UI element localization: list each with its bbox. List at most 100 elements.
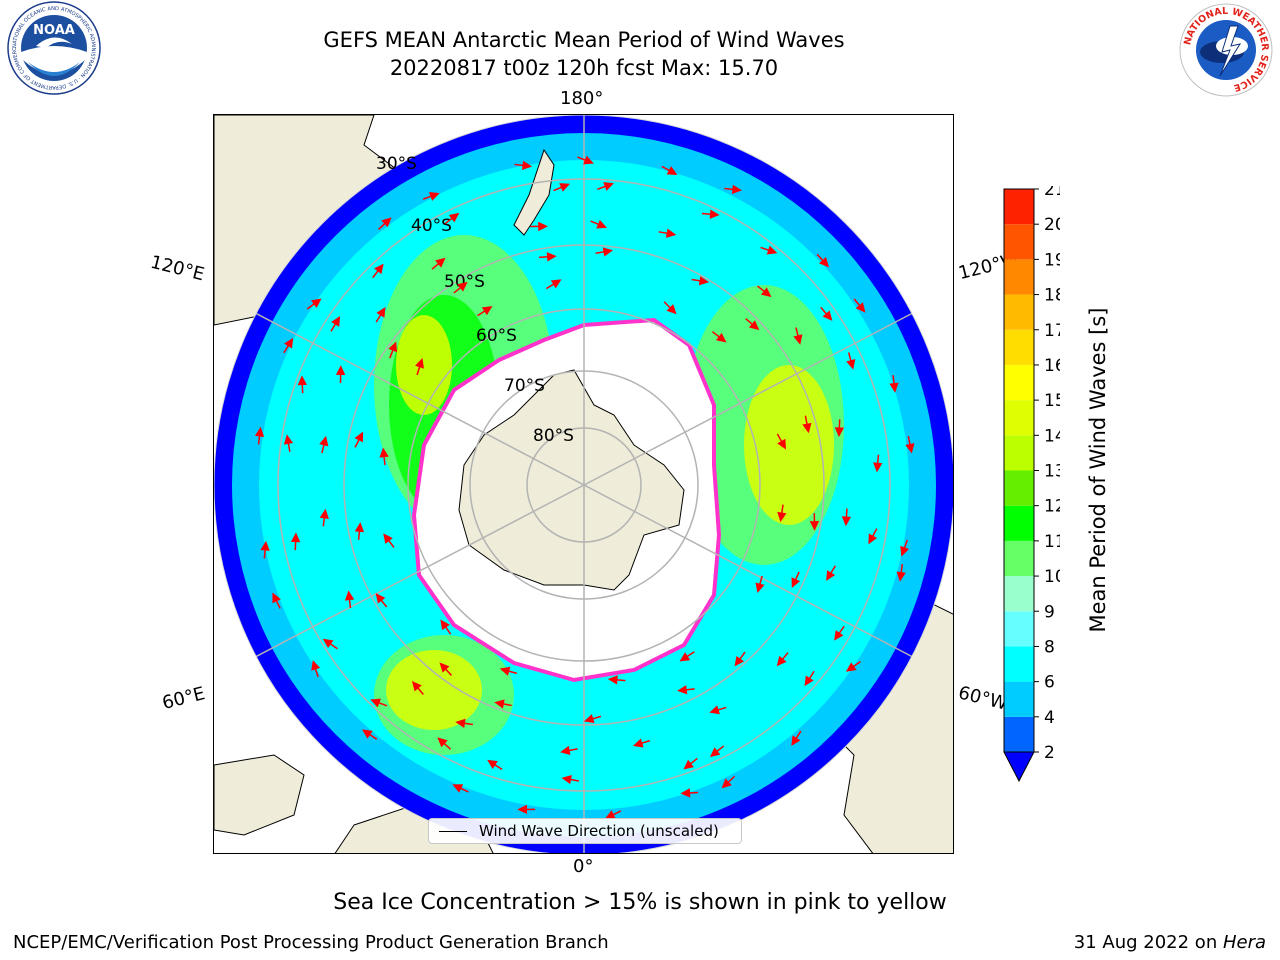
wave-direction-arrowhead xyxy=(755,582,765,594)
wave-direction-arrowhead xyxy=(487,759,498,769)
wave-direction-arrowhead xyxy=(439,662,450,673)
wave-direction-arrowhead xyxy=(319,508,329,519)
wave-direction-arrowhead xyxy=(344,590,355,601)
colorbar-block xyxy=(1004,576,1034,612)
wave-period-peak-south xyxy=(386,650,482,730)
latitude-labels: 30°S 40°S 50°S 60°S 70°S 80°S xyxy=(376,154,574,446)
colorbar-tick-label: 21 xyxy=(1044,186,1060,200)
wave-direction-arrowhead xyxy=(868,533,878,545)
wave-direction-arrowhead xyxy=(290,532,301,543)
national-weather-service-logo: NATIONAL WEATHER SERVICE xyxy=(1179,3,1273,97)
date-stamp: 31 Aug 2022 on Hera xyxy=(1074,932,1266,953)
wave-direction-arrowhead xyxy=(370,698,381,708)
wave-direction-arrowhead xyxy=(283,434,294,445)
wave-direction-arrowhead xyxy=(721,778,732,789)
wave-period-peak-east xyxy=(744,365,834,525)
wave-direction-arrowhead xyxy=(791,577,801,589)
wave-direction-arrowhead xyxy=(335,365,346,376)
wave-direction-arrowhead xyxy=(845,662,857,672)
wave-direction-arrowhead xyxy=(272,592,281,604)
wave-direction-arrowhead xyxy=(889,382,899,393)
wave-direction-arrowhead xyxy=(583,714,595,724)
colorbar-tick-label: 12 xyxy=(1044,497,1060,517)
colorbar-extend-triangle xyxy=(1003,751,1035,783)
wave-direction-arrowhead xyxy=(521,160,533,171)
lat-label: 60°S xyxy=(476,326,517,346)
wave-direction-arrowhead xyxy=(715,332,727,343)
wave-direction-arrowhead xyxy=(596,219,607,229)
lon-label-lower-left: 60°E xyxy=(160,683,208,714)
wave-direction-arrowhead xyxy=(855,302,866,313)
wave-direction-arrowhead xyxy=(793,334,803,345)
date-text: 31 Aug 2022 on xyxy=(1073,932,1223,953)
sea-ice-note: Sea Ice Concentration > 15% is shown in … xyxy=(333,890,947,915)
wave-direction-arrowhead xyxy=(666,166,678,175)
wave-direction-arrowhead xyxy=(683,759,694,770)
colorbar-block xyxy=(1004,400,1034,436)
wave-direction-arrowhead xyxy=(632,738,644,748)
wave-direction-arrowhead xyxy=(550,279,562,289)
colorbar-label: Mean Period of Wind Waves [s] xyxy=(1086,307,1110,633)
wave-direction-arrowhead xyxy=(440,619,450,631)
colorbar-tick-label: 20 xyxy=(1044,215,1060,235)
lat-label: 70°S xyxy=(504,376,545,396)
wave-direction-arrowhead xyxy=(428,192,440,201)
wave-direction-arrowhead xyxy=(561,774,572,785)
colorbar-block xyxy=(1004,435,1034,471)
wave-direction-arrowhead xyxy=(734,655,745,667)
wave-direction-arrowhead xyxy=(494,699,505,709)
lat-label: 40°S xyxy=(411,216,452,236)
colorbar-block xyxy=(1004,611,1034,647)
wave-direction-arrowhead xyxy=(559,183,570,192)
colorbar-tick-label: 8 xyxy=(1044,637,1055,657)
colorbar-block xyxy=(1004,364,1034,401)
wave-direction-arrowhead xyxy=(841,516,852,527)
wave-direction-arrowhead xyxy=(822,310,833,321)
wave-direction-arrowhead xyxy=(680,788,691,798)
credit-line: NCEP/EMC/Verification Post Processing Pr… xyxy=(13,932,609,953)
lat-label: 30°S xyxy=(376,154,417,174)
chart-title: GEFS MEAN Antarctic Mean Period of Wind … xyxy=(323,28,845,52)
wave-direction-arrowhead xyxy=(709,747,721,758)
wave-direction-arrowhead xyxy=(374,263,384,275)
lon-label-bottom: 0° xyxy=(573,856,594,877)
polar-map: 30°S 40°S 50°S 60°S 70°S 80°S xyxy=(213,114,954,854)
colorbar-tick-label: 6 xyxy=(1044,673,1055,693)
wave-direction-arrowhead xyxy=(538,221,548,232)
wave-direction-arrowhead xyxy=(731,184,743,195)
wave-direction-arrowhead xyxy=(411,680,422,692)
colorbar-tick-label: 11 xyxy=(1044,532,1060,552)
wave-direction-arrowhead xyxy=(284,337,294,349)
colorbar-tick-label: 4 xyxy=(1044,708,1055,728)
wave-direction-arrowhead xyxy=(766,245,778,255)
lat-label: 80°S xyxy=(533,426,574,446)
wave-direction-arrowhead xyxy=(322,638,334,649)
host-name: Hera xyxy=(1222,932,1266,953)
wave-direction-arrowhead xyxy=(560,745,571,756)
colorbar-tick-label: 13 xyxy=(1044,462,1060,482)
noaa-logo: NOAA NATIONAL OCEANIC AND ATMOSPHERIC AD… xyxy=(6,0,101,95)
wave-direction-arrowhead xyxy=(375,593,386,604)
wave-direction-arrowhead xyxy=(260,540,270,551)
wave-direction-arrowhead xyxy=(777,438,786,450)
wave-direction-arrowhead xyxy=(604,810,616,819)
wave-direction-arrowhead xyxy=(834,630,844,641)
colorbar-block xyxy=(1004,470,1034,506)
wave-direction-arrowhead xyxy=(666,304,677,315)
wave-direction-arrowhead xyxy=(362,729,373,739)
colorbar-block xyxy=(1004,646,1034,682)
wave-direction-arrowhead xyxy=(481,306,493,316)
wave-direction-arrowhead xyxy=(709,209,720,219)
colorbar-tick-label: 2 xyxy=(1044,743,1055,763)
wave-direction-arrowhead xyxy=(457,281,468,292)
wave-direction-arrowhead xyxy=(311,660,321,671)
wave-direction-arrowhead xyxy=(376,307,386,318)
wave-direction-arrowhead xyxy=(873,462,883,473)
colorbar-tick-label: 18 xyxy=(1044,286,1060,306)
colorbar-tick-label: 14 xyxy=(1044,426,1060,446)
legend-line-swatch xyxy=(439,831,467,832)
wave-direction-arrowhead xyxy=(826,570,836,581)
wave-direction-arrowhead xyxy=(415,357,424,369)
lon-label-top: 180° xyxy=(560,88,604,109)
wave-direction-arrowhead xyxy=(331,316,341,327)
